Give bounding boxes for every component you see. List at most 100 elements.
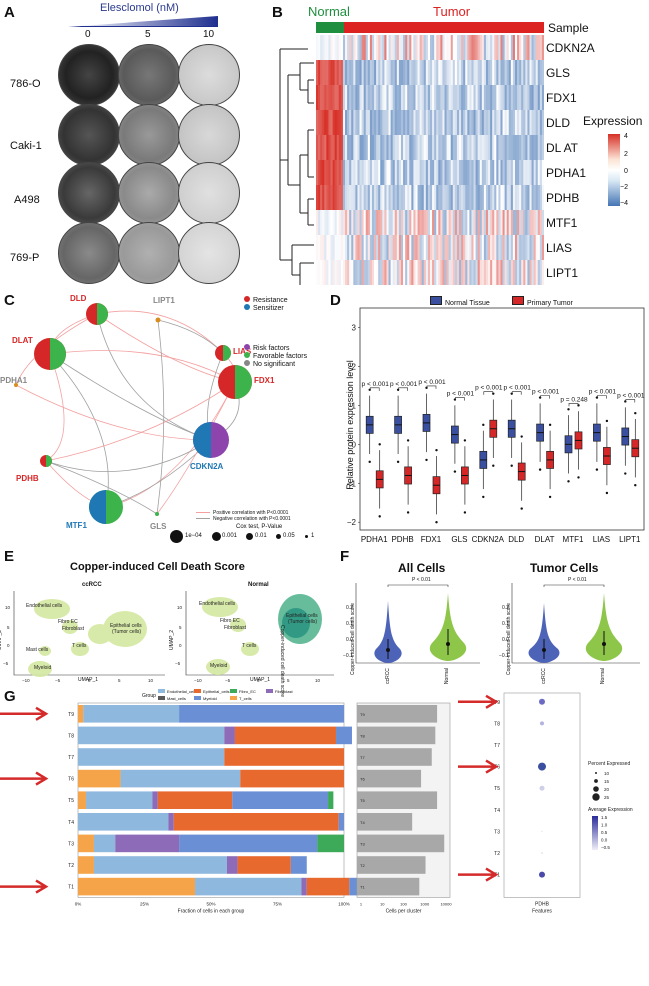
- stacked-segment: [234, 726, 337, 745]
- heatmap-cell: [527, 235, 530, 261]
- heatmap-cell: [386, 185, 389, 211]
- heatmap-cell: [448, 260, 452, 285]
- heatmap-cell: [409, 135, 412, 161]
- dot-frame: [503, 692, 581, 898]
- cox-dot: [305, 535, 308, 538]
- heatmap-cell: [469, 110, 472, 136]
- heatmap-cell: [415, 210, 418, 236]
- heatmap-cell: [417, 85, 420, 111]
- svg-text:0.2: 0.2: [346, 605, 353, 611]
- heatmap-cell: [384, 135, 387, 161]
- heatmap-cell: [477, 60, 481, 86]
- heatmap-cell: [471, 135, 474, 161]
- outlier: [510, 392, 513, 395]
- group-normal-label: Normal: [308, 4, 350, 19]
- umap-left-title: ccRCC: [82, 582, 102, 588]
- heatmap-cell: [479, 85, 483, 111]
- heatmap-cell: [345, 85, 348, 111]
- heatmap-cell: [430, 60, 433, 86]
- violin-normal-all: [429, 593, 467, 661]
- heatmap-cell: [336, 35, 340, 61]
- heatmap-cell: [345, 110, 348, 136]
- heatmap-cell: [510, 185, 514, 211]
- heatmap-cell: [316, 260, 319, 285]
- highlight-arrow: [458, 867, 499, 882]
- heatmap-cell: [450, 35, 454, 61]
- heatmap-cell: [500, 110, 503, 136]
- heatmap-cell: [514, 210, 518, 236]
- heatmap-cell: [463, 210, 466, 236]
- heatmap-cell: [353, 135, 356, 161]
- heatmap-cell: [322, 110, 325, 136]
- heatmap-cell: [413, 60, 416, 86]
- heatmap-cell: [448, 85, 452, 111]
- heatmap-cell: [502, 160, 505, 186]
- heatmap-cell: [357, 135, 360, 161]
- x-tick-label: CDKN2A: [472, 535, 505, 544]
- heatmap-cell: [398, 260, 402, 285]
- cluster-label: T7: [68, 755, 74, 761]
- heatmap-cell: [324, 185, 327, 211]
- heatmap-cell: [531, 235, 534, 261]
- heatmap-cell: [525, 235, 528, 261]
- heatmap-cell: [316, 110, 319, 136]
- heatmap-cell: [394, 85, 398, 111]
- heatmap-cell: [523, 110, 526, 136]
- heatmap-cell: [326, 135, 329, 161]
- heatmap-cell: [353, 235, 356, 261]
- panel-label-b: B: [272, 4, 283, 21]
- heatmap-cell: [378, 185, 381, 211]
- heatmap-cell: [367, 60, 371, 86]
- heatmap-cell: [481, 160, 485, 186]
- svg-text:−10: −10: [194, 678, 202, 683]
- stacked-segment: [120, 769, 241, 788]
- outlier: [538, 468, 542, 471]
- heatmap-cell: [463, 260, 466, 285]
- heatmap-cell: [336, 110, 340, 136]
- heatmap-cell: [519, 35, 522, 61]
- svg-text:−5: −5: [175, 661, 181, 666]
- outlier: [463, 439, 467, 442]
- stacked-segment: [85, 791, 153, 809]
- heatmap-cell: [425, 135, 429, 161]
- heatmap-cell: [349, 110, 352, 136]
- heatmap-cell: [438, 185, 441, 211]
- heatmap-cell: [529, 260, 532, 285]
- heatmap-cell: [349, 260, 352, 285]
- heatmap-cell: [502, 210, 505, 236]
- heatmap-cell: [494, 35, 497, 61]
- heatmap-cell: [512, 210, 516, 236]
- count-bar: [357, 791, 438, 809]
- violin-ylabel: Copper-induced cell death score: [506, 603, 512, 675]
- heatmap-cell: [332, 260, 335, 285]
- heatmap-cell: [535, 160, 539, 186]
- heatmap-cell: [506, 260, 510, 285]
- heatmap-cell: [338, 110, 342, 136]
- heatmap-cell: [508, 235, 512, 261]
- heatmap-cell: [512, 135, 516, 161]
- avg-legend-title: Average Expression: [588, 807, 633, 813]
- pct-legend-value: 25: [604, 795, 610, 800]
- heatmap-cell: [448, 160, 452, 186]
- heatmap-cell: [492, 185, 495, 211]
- heatmap-cell: [324, 60, 327, 86]
- heatmap-cell: [483, 210, 487, 236]
- legend-pos-label: Positive correlation with P<0.0001: [213, 510, 289, 516]
- heatmap-cell: [357, 85, 360, 111]
- svg-text:5: 5: [179, 625, 182, 630]
- outlier: [368, 460, 371, 464]
- svg-text:−5: −5: [225, 678, 231, 683]
- heatmap-cell: [421, 210, 425, 236]
- heatmap-cell: [473, 60, 476, 86]
- pvalue-bracket: [568, 403, 579, 407]
- heatmap-cell: [481, 35, 485, 61]
- heatmap-cell: [380, 135, 383, 161]
- heatmap-cell: [342, 160, 346, 186]
- heatmap-cell: [517, 135, 520, 161]
- heatmap-cell: [498, 35, 501, 61]
- heatmap-cell: [467, 185, 470, 211]
- node-label: MTF1: [66, 521, 87, 530]
- gene-label: FDX1: [546, 91, 577, 105]
- heatmap-cell: [320, 235, 323, 261]
- heatmap-cell: [475, 60, 478, 86]
